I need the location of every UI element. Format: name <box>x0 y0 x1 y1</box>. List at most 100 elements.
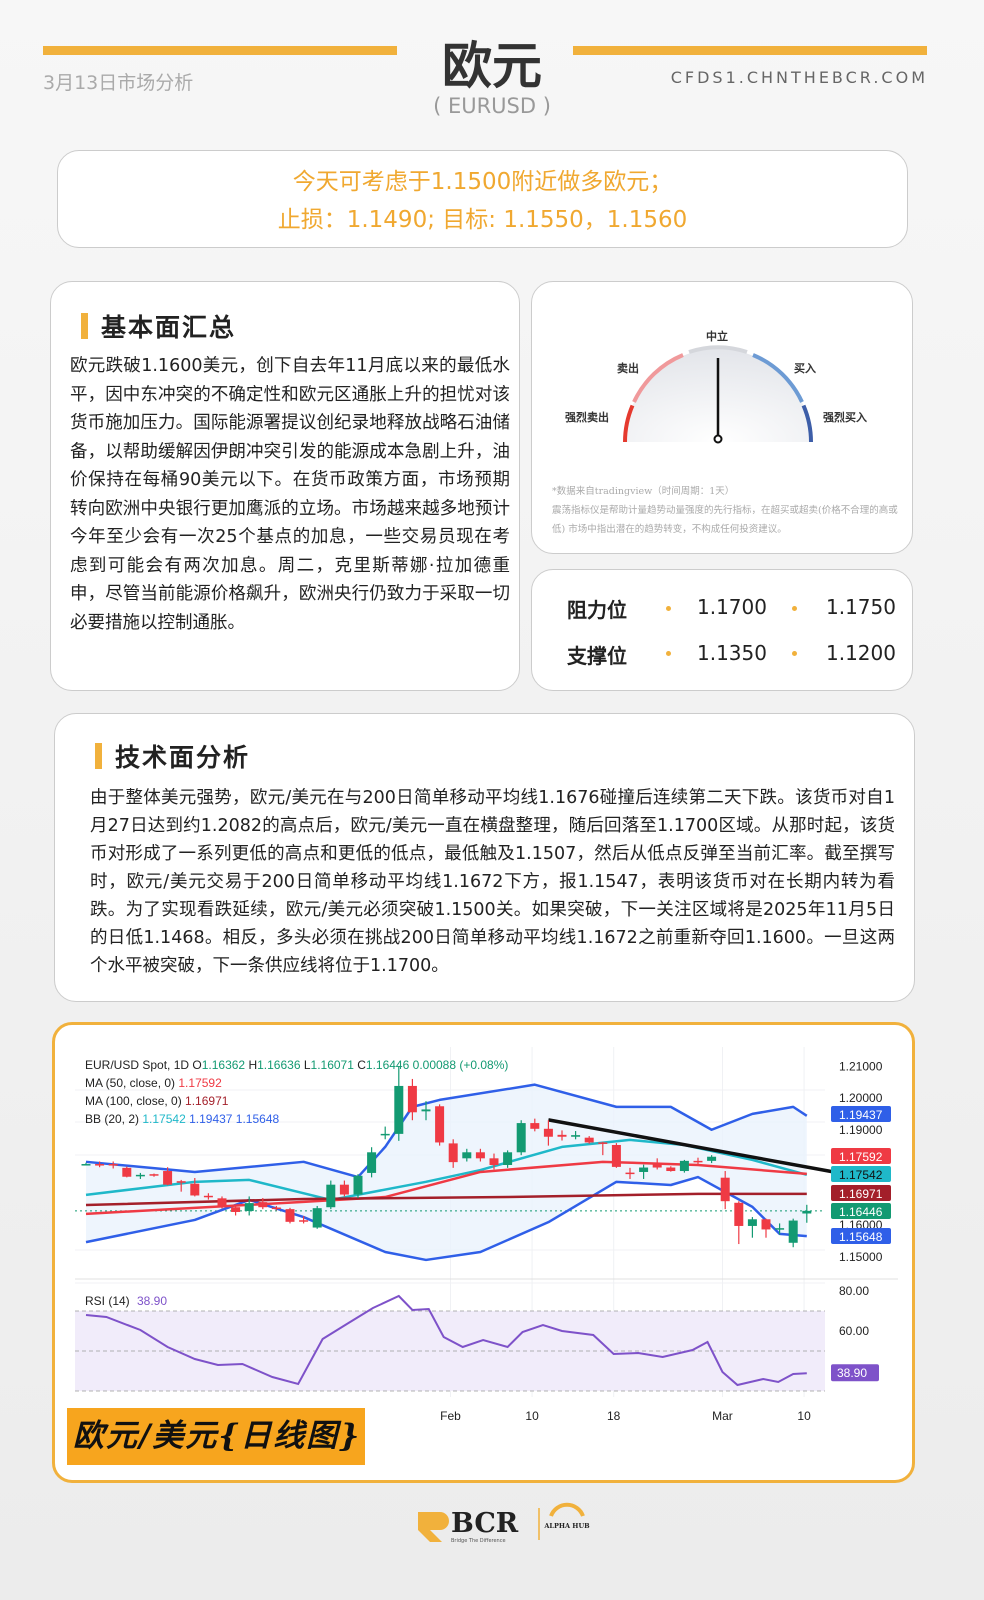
gauge-label-sell: 卖出 <box>617 362 639 375</box>
candle-body <box>734 1202 744 1226</box>
candle-body <box>530 1123 540 1129</box>
x-tick-label: Feb <box>440 1409 461 1423</box>
logo-text: BCR <box>451 1508 519 1539</box>
candle-body <box>271 1207 281 1210</box>
trade-call-line: 止损：1.1490; 目标: 1.1550，1.1560 <box>277 207 688 233</box>
bb-lower-line <box>85 1175 807 1262</box>
legend-c: 1.16446 <box>366 1058 410 1072</box>
trade-call-card: 今天可考虑于1.1500附近做多欧元； 止损：1.1490; 目标: 1.155… <box>57 150 908 248</box>
candle-body <box>503 1152 513 1165</box>
y-tick-label: 1.19000 <box>839 1123 883 1137</box>
technical-card: 技术面分析 由于整体美元强势，欧元/美元在与200日简单移动平均线1.1676碰… <box>54 713 915 1002</box>
candle-body <box>489 1158 499 1165</box>
website-link[interactable]: CFDS1.CHNTHEBCR.COM <box>670 68 928 87</box>
candle-body <box>652 1163 662 1168</box>
page-title: 欧元 <box>442 37 542 95</box>
indicator-value: 1.19437 <box>186 1112 233 1126</box>
partner-logo-text: ALPHA HUB <box>543 1522 590 1530</box>
price-label-box <box>831 1166 891 1182</box>
rsi-legend-value: 38.90 <box>137 1294 167 1308</box>
candle-body <box>693 1160 703 1163</box>
trade-call-line: 今天可考虑于1.1500附近做多欧元； <box>292 169 673 195</box>
gauge-strong-sell-arc <box>623 404 635 443</box>
ma50-line <box>85 1160 807 1216</box>
candle-body <box>448 1143 458 1163</box>
legend-l: 1.16071 <box>311 1058 355 1072</box>
footer-logo: BCR Bridge The Difference ALPHA HUB <box>415 1500 590 1546</box>
price-label: 1.16446 <box>839 1205 883 1219</box>
rsi-tick-label: 80.00 <box>839 1284 869 1298</box>
resistance-level-2: 1.1750 <box>826 595 896 619</box>
indicator-legend: MA (100, close, 0) 1.16971 <box>85 1094 229 1108</box>
candle-body <box>584 1137 594 1143</box>
candle-body <box>285 1209 295 1222</box>
support-level-1: 1.1350 <box>697 641 767 665</box>
bollinger-band-fill <box>86 1084 807 1260</box>
y-tick-label: 1.21000 <box>839 1059 883 1073</box>
header-rule-right <box>573 46 927 55</box>
rsi-value-box <box>831 1364 879 1382</box>
logo-tagline: Bridge The Difference <box>451 1538 506 1544</box>
rsi-legend-label: RSI (14) <box>85 1294 130 1308</box>
candle-body <box>380 1133 390 1136</box>
candle-body <box>802 1210 812 1214</box>
gauge-disclaimer: *数据来自tradingview（时间周期：1天） 震荡指标仪是帮助计量趋势动量… <box>552 482 902 539</box>
candle-body <box>163 1171 173 1185</box>
resistance-label: 阻力位 <box>567 598 627 622</box>
candle-body <box>679 1160 689 1172</box>
price-label: 1.17542 <box>839 1168 883 1182</box>
candle-body <box>190 1183 200 1196</box>
candle-body <box>217 1198 227 1208</box>
legend-o: 1.16362 <box>202 1058 246 1072</box>
bb-upper-line <box>85 1083 808 1179</box>
candle-body <box>326 1184 336 1208</box>
sentiment-gauge-card: 中立 卖出 买入 强烈卖出 强烈买入 *数据来自tradingview（时间周期… <box>531 281 913 554</box>
ma100-line <box>85 1192 807 1207</box>
bcr-logo-icon: BCR Bridge The Difference ALPHA HUB <box>418 1502 590 1544</box>
gauge-label-strong-sell: 强烈卖出 <box>565 411 609 424</box>
legend-symbol: EUR/USD Spot, 1D <box>85 1058 189 1072</box>
bullet-icon <box>666 606 671 611</box>
gauge-explanation: 震荡指标仪是帮助计量趋势动量强度的先行指标，在超买或超卖(价格不合理的高或低) … <box>552 505 898 535</box>
candle-body <box>244 1203 254 1212</box>
candle-body <box>761 1219 771 1230</box>
gauge-label-strong-buy: 强烈买入 <box>823 411 867 424</box>
price-label-box <box>831 1185 891 1201</box>
candle-body <box>176 1181 186 1183</box>
indicator-legend: BB (20, 2) 1.17542 1.19437 1.15648 <box>85 1112 280 1126</box>
candle-body <box>81 1164 91 1166</box>
candle-body <box>394 1085 404 1134</box>
page-subtitle: ( EURUSD ) <box>433 94 551 118</box>
candle-body <box>353 1175 363 1195</box>
indicator-value: 1.17542 <box>139 1112 186 1126</box>
candle-body <box>108 1164 118 1166</box>
candle-body <box>435 1106 445 1143</box>
candle-body <box>475 1152 485 1159</box>
candle-body <box>747 1219 757 1226</box>
legend-change: 0.00088 (+0.08%) <box>413 1058 509 1072</box>
candle-body <box>462 1152 472 1159</box>
candle-body <box>639 1167 649 1172</box>
bullet-icon <box>666 651 671 656</box>
gauge-buy-arc <box>752 353 804 403</box>
candle-body <box>775 1228 785 1230</box>
candle-body <box>788 1220 798 1243</box>
candle-body <box>339 1184 349 1195</box>
x-tick-label: 10 <box>525 1409 539 1423</box>
candle-body <box>135 1174 145 1177</box>
candle-body <box>720 1177 730 1202</box>
alpha-hub-logo-icon <box>549 1502 585 1517</box>
candle-body <box>95 1164 105 1166</box>
candle-body <box>149 1174 159 1176</box>
chart-card: EUR/USD Spot, 1D O1.16362 H1.16636 L1.16… <box>52 1022 915 1483</box>
rsi-tick-label: 60.00 <box>839 1324 869 1338</box>
candle-body <box>203 1195 213 1198</box>
gauge-pivot <box>713 434 723 444</box>
support-level-2: 1.1200 <box>826 641 896 665</box>
eurusd-daily-chart[interactable]: EUR/USD Spot, 1D O1.16362 H1.16636 L1.16… <box>75 1047 898 1429</box>
price-label: 1.19437 <box>839 1108 883 1122</box>
candle-body <box>625 1172 635 1175</box>
ohlc-legend: EUR/USD Spot, 1D O1.16362 H1.16636 L1.16… <box>85 1058 508 1072</box>
indicator-value: 1.15648 <box>232 1112 279 1126</box>
candle-body <box>557 1134 567 1137</box>
